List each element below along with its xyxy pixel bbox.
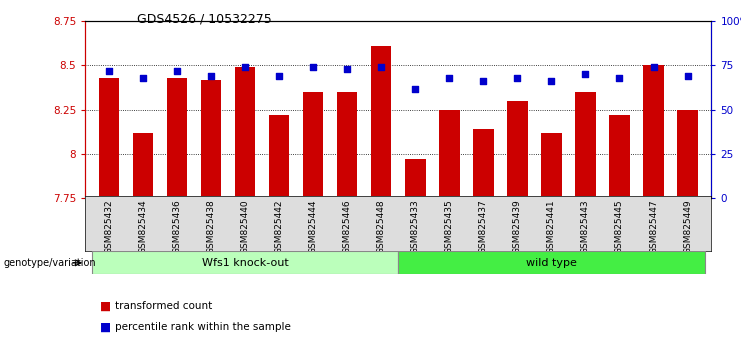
Text: GSM825436: GSM825436 <box>173 199 182 254</box>
Point <box>308 64 319 70</box>
Text: GSM825442: GSM825442 <box>275 199 284 254</box>
FancyBboxPatch shape <box>92 251 399 274</box>
Point <box>545 79 557 84</box>
Text: genotype/variation: genotype/variation <box>4 258 96 268</box>
Bar <box>269 115 290 198</box>
Bar <box>609 115 630 198</box>
Point <box>648 64 659 70</box>
Point <box>614 75 625 81</box>
Text: GSM825440: GSM825440 <box>241 199 250 254</box>
Bar <box>643 65 664 198</box>
Text: transformed count: transformed count <box>115 301 212 311</box>
Point <box>103 68 115 74</box>
Bar <box>167 78 187 198</box>
Point <box>579 72 591 77</box>
Point <box>682 73 694 79</box>
Point <box>443 75 455 81</box>
Bar <box>677 110 698 198</box>
Bar <box>541 133 562 198</box>
Bar <box>201 80 222 198</box>
Point <box>477 79 489 84</box>
Bar <box>405 159 425 198</box>
Text: GSM825439: GSM825439 <box>513 199 522 254</box>
Point <box>239 64 251 70</box>
Text: GSM825433: GSM825433 <box>411 199 420 254</box>
Bar <box>439 110 459 198</box>
Text: GSM825447: GSM825447 <box>649 199 658 254</box>
Text: GSM825444: GSM825444 <box>309 199 318 254</box>
Bar <box>337 92 357 198</box>
Point <box>205 73 217 79</box>
Text: GSM825438: GSM825438 <box>207 199 216 254</box>
Text: GSM825432: GSM825432 <box>104 199 113 254</box>
Bar <box>575 92 596 198</box>
Text: Wfs1 knock-out: Wfs1 knock-out <box>202 258 288 268</box>
Text: GSM825449: GSM825449 <box>683 199 692 254</box>
Text: GSM825434: GSM825434 <box>139 199 147 254</box>
Text: GSM825435: GSM825435 <box>445 199 453 254</box>
Point <box>376 64 388 70</box>
Text: GDS4526 / 10532275: GDS4526 / 10532275 <box>137 12 272 25</box>
Bar <box>371 46 391 198</box>
Text: GSM825437: GSM825437 <box>479 199 488 254</box>
Text: GSM825446: GSM825446 <box>343 199 352 254</box>
Bar <box>235 67 256 198</box>
Bar <box>303 92 323 198</box>
Text: GSM825441: GSM825441 <box>547 199 556 254</box>
Text: ■: ■ <box>100 321 111 334</box>
Bar <box>99 78 119 198</box>
FancyBboxPatch shape <box>399 251 705 274</box>
Text: percentile rank within the sample: percentile rank within the sample <box>115 322 290 332</box>
Point <box>171 68 183 74</box>
Text: wild type: wild type <box>526 258 576 268</box>
Text: ■: ■ <box>100 300 111 313</box>
Text: GSM825448: GSM825448 <box>376 199 386 254</box>
Bar <box>507 101 528 198</box>
Point <box>137 75 149 81</box>
Point <box>511 75 523 81</box>
Point <box>342 66 353 72</box>
Text: GSM825443: GSM825443 <box>581 199 590 254</box>
Point <box>409 86 421 91</box>
Point <box>273 73 285 79</box>
Bar <box>473 129 494 198</box>
Bar <box>133 133 153 198</box>
Text: GSM825445: GSM825445 <box>615 199 624 254</box>
